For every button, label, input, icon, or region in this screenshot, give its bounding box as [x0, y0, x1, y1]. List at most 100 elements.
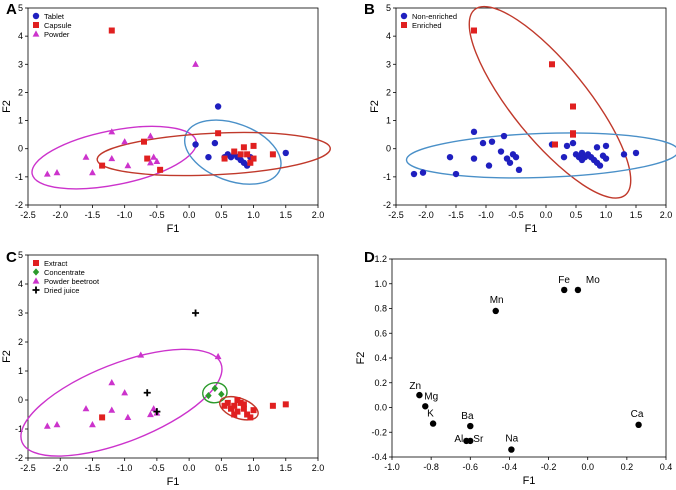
y-tick-label: 3 [18, 59, 23, 69]
x-tick-label: -1.5 [85, 463, 101, 473]
confidence-ellipse-extract [219, 395, 259, 421]
x-tick-label: 1.0 [247, 463, 260, 473]
y-tick-label: -0.2 [371, 427, 387, 437]
point-powder-beetroot [82, 405, 90, 412]
point-extract [99, 414, 106, 421]
point-non-enriched [515, 166, 523, 174]
legend-label: Capsule [44, 21, 72, 30]
point-capsule [240, 144, 247, 151]
point-powder-beetroot [147, 410, 154, 418]
y-tick-label: -2 [15, 200, 23, 210]
point-powder-beetroot [124, 413, 132, 420]
plot-frame [27, 254, 319, 459]
point-k [429, 420, 437, 427]
confidence-ellipse-concentrate [202, 381, 228, 404]
y-tick-label: -1 [15, 172, 23, 182]
legend-marker-enriched [401, 22, 407, 28]
y-tick-label: 4 [18, 31, 23, 41]
point-non-enriched [563, 142, 571, 150]
point-label: Mn [490, 295, 504, 306]
x-tick-label: 2.0 [312, 463, 325, 473]
x-tick-label: -2.0 [52, 210, 68, 220]
point-powder [53, 169, 61, 176]
point-powder-beetroot [137, 351, 145, 358]
point-non-enriched [632, 149, 640, 157]
point-powder [121, 138, 129, 145]
legend-marker-tablet [32, 12, 40, 20]
point-concentrate [211, 384, 219, 392]
point-non-enriched [479, 139, 487, 147]
point-powder [147, 159, 154, 166]
x-tick-label: 1.0 [600, 210, 613, 220]
x-tick-label: 1.5 [280, 463, 293, 473]
y-tick-label: -2 [383, 200, 391, 210]
x-tick-label: -2.5 [20, 210, 36, 220]
point-sr [467, 437, 474, 445]
y-tick-label: 0.4 [374, 353, 387, 363]
y-tick-label: 4 [386, 31, 391, 41]
x-tick-label: -0.5 [149, 210, 165, 220]
point-extract [247, 414, 254, 421]
legend-marker-extract [33, 260, 39, 266]
point-non-enriched [596, 162, 604, 169]
point-capsule [141, 138, 147, 145]
point-label: Ca [631, 409, 644, 420]
point-non-enriched [497, 148, 505, 155]
legend-label: Tablet [44, 12, 65, 21]
point-non-enriched [500, 132, 508, 140]
point-powder-beetroot [89, 421, 96, 428]
point-non-enriched [470, 128, 478, 136]
y-tick-label: 3 [18, 308, 23, 318]
x-tick-label: -2.0 [418, 210, 434, 220]
point-capsule [231, 148, 238, 155]
legend-marker-concentrate [32, 268, 40, 276]
point-non-enriched [569, 139, 577, 147]
y-tick-label: 1 [386, 116, 391, 126]
x-tick-label: -1.0 [117, 210, 133, 220]
point-enriched [549, 61, 555, 68]
panel-b: B -2.5 -2.0 -1.5 -1.0 -0.5 0.0 0.5 1.0 1.5 2.0 -2 -1… [364, 1, 676, 235]
y-tick-label: 5 [386, 3, 391, 13]
y-tick-label: 1 [18, 366, 23, 376]
point-capsule [269, 151, 276, 158]
point-label: K [427, 409, 434, 420]
y-tick-label: 0.0 [374, 403, 387, 413]
point-extract [269, 402, 276, 409]
legend-marker-dried-juice [32, 286, 40, 294]
y-tick-label: 5 [18, 250, 23, 260]
x-axis-label: F1 [523, 475, 536, 487]
point-label: Mo [586, 275, 600, 286]
point-non-enriched [488, 138, 496, 145]
x-tick-label: -2.5 [388, 210, 404, 220]
point-non-enriched [560, 153, 568, 161]
point-powder [89, 169, 96, 176]
y-axis-label: F2 [1, 350, 13, 363]
point-concentrate [205, 392, 212, 400]
point-powder-beetroot [214, 352, 222, 360]
point-powder-beetroot [121, 389, 129, 396]
x-tick-label: 0.0 [540, 210, 553, 220]
point-powder [192, 60, 199, 67]
point-label: Fe [558, 275, 570, 286]
confidence-ellipse-powder-beetroot [20, 348, 223, 457]
point-tablet [205, 153, 212, 161]
y-tick-label: -2 [15, 453, 23, 463]
point-extract [240, 401, 247, 408]
y-tick-label: 2 [18, 337, 23, 347]
point-label: Sr [473, 434, 484, 445]
point-extract [234, 408, 241, 415]
y-tick-label: -1 [15, 424, 23, 434]
x-tick-label: -1.5 [448, 210, 464, 220]
y-tick-label: 0.8 [374, 304, 387, 314]
point-dried-juice [192, 309, 200, 317]
point-dried-juice [153, 408, 161, 416]
point-non-enriched [485, 162, 493, 169]
point-powder-beetroot [53, 421, 61, 428]
panel-label: C [6, 249, 17, 266]
y-tick-label: 1.0 [374, 279, 387, 289]
point-powder [108, 154, 116, 162]
x-tick-label: -1.0 [478, 210, 494, 220]
legend-marker-non-enriched [400, 12, 408, 20]
point-label: Na [505, 434, 518, 445]
